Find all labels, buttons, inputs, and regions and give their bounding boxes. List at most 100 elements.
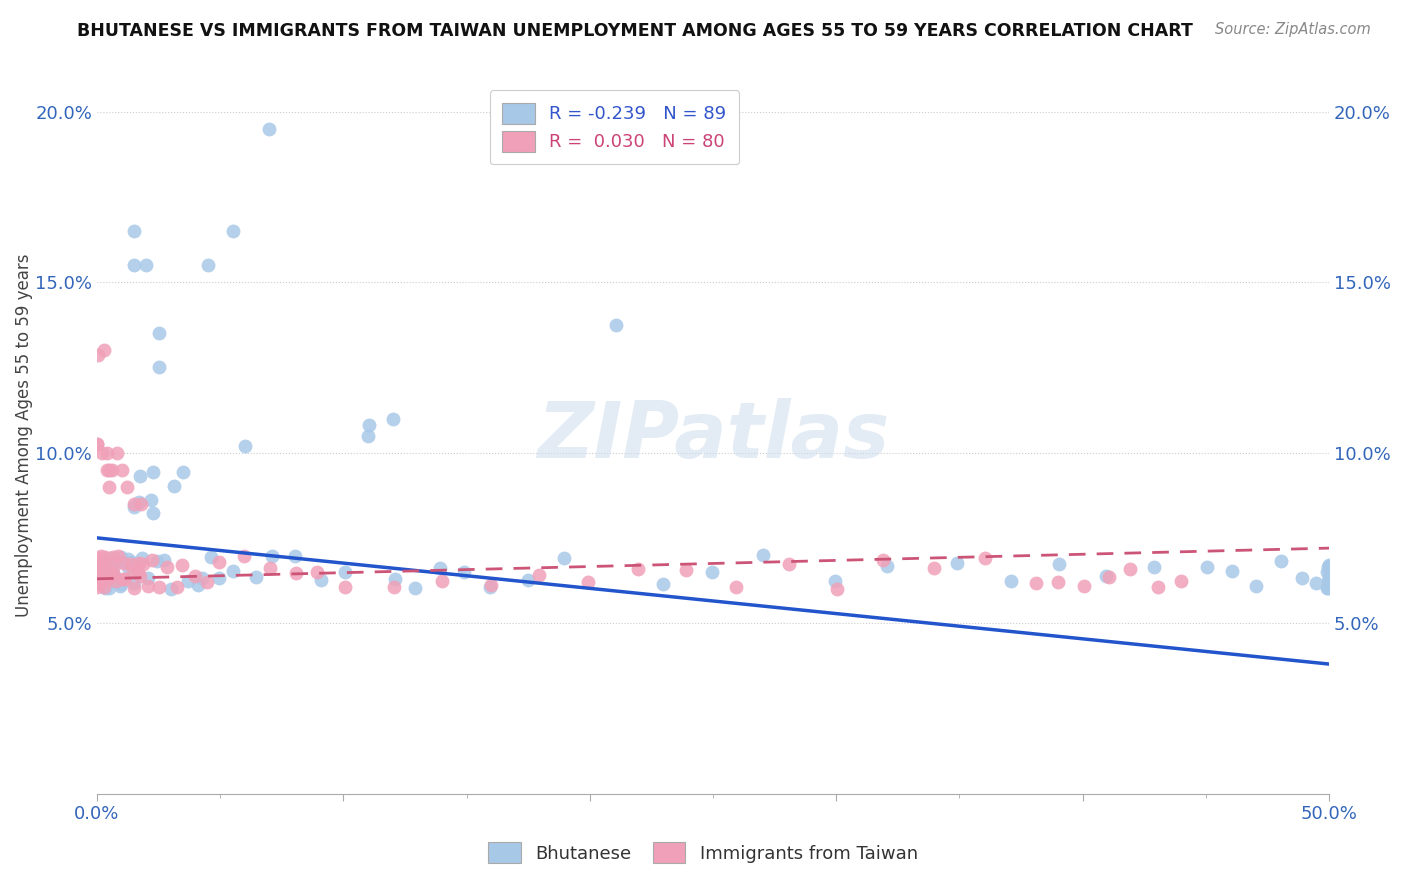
Text: Source: ZipAtlas.com: Source: ZipAtlas.com [1215,22,1371,37]
Point [110,576,132,591]
Point [159,582,181,596]
Point [233,439,256,453]
Point [86,436,108,450]
Point [103,574,125,588]
Point [527,568,550,582]
Text: BHUTANESE VS IMMIGRANTS FROM TAIWAN UNEMPLOYMENT AMONG AGES 55 TO 59 YEARS CORRE: BHUTANESE VS IMMIGRANTS FROM TAIWAN UNEM… [77,22,1194,40]
Point [89,565,111,579]
Point [1197,560,1219,574]
Point [184,569,207,583]
Point [1118,562,1140,576]
Point [105,445,128,459]
Point [107,549,129,563]
Point [90,552,112,566]
Point [221,565,243,579]
Point [1316,565,1339,579]
Point [86,564,108,578]
Point [142,506,165,520]
Point [100,463,122,477]
Point [90,575,112,590]
Point [101,567,124,582]
Point [430,574,453,588]
Point [1317,569,1340,583]
Point [97,572,120,586]
Point [122,581,145,595]
Point [98,565,121,579]
Point [100,564,122,578]
Point [103,567,125,582]
Point [1270,553,1292,567]
Point [751,549,773,563]
Point [86,573,108,587]
Point [89,566,111,580]
Legend: R = -0.239   N = 89, R =  0.030   N = 80: R = -0.239 N = 89, R = 0.030 N = 80 [489,90,740,164]
Point [98,551,121,566]
Point [922,561,945,575]
Point [208,571,231,585]
Point [259,121,281,136]
Point [98,463,121,477]
Point [232,549,254,563]
Point [128,569,150,583]
Point [1147,580,1170,594]
Point [98,566,121,580]
Point [1246,579,1268,593]
Point [145,554,167,568]
Point [89,556,111,570]
Point [825,582,848,596]
Point [90,578,112,592]
Point [93,580,115,594]
Point [112,554,135,568]
Point [114,572,136,586]
Point [136,579,159,593]
Point [1098,570,1121,584]
Point [1025,575,1047,590]
Point [381,411,404,425]
Point [91,562,114,576]
Point [112,557,135,571]
Point [105,556,128,570]
Point [111,572,134,586]
Point [90,573,112,587]
Point [284,549,307,564]
Y-axis label: Unemployment Among Ages 55 to 59 years: Unemployment Among Ages 55 to 59 years [15,254,32,617]
Point [245,569,267,583]
Point [122,258,145,272]
Point [104,574,127,589]
Point [86,562,108,576]
Point [139,493,162,508]
Point [208,555,231,569]
Point [479,578,502,592]
Point [333,580,356,594]
Point [453,565,475,579]
Point [172,558,194,573]
Point [605,318,627,332]
Point [122,224,145,238]
Point [163,479,186,493]
Point [1317,576,1340,591]
Point [86,562,108,576]
Point [307,565,329,579]
Point [94,567,117,582]
Point [1073,579,1095,593]
Point [90,550,112,565]
Point [86,580,108,594]
Point [94,581,117,595]
Point [87,563,110,577]
Point [384,572,406,586]
Text: ZIPatlas: ZIPatlas [537,398,889,474]
Point [148,326,170,341]
Point [187,578,209,592]
Point [335,565,357,579]
Point [105,572,128,586]
Point [93,578,115,592]
Point [1095,569,1118,583]
Point [1000,574,1022,588]
Point [98,480,121,494]
Point [90,558,112,572]
Point [90,445,112,459]
Point [131,497,153,511]
Point [120,558,142,572]
Point [90,549,112,563]
Point [108,579,131,593]
